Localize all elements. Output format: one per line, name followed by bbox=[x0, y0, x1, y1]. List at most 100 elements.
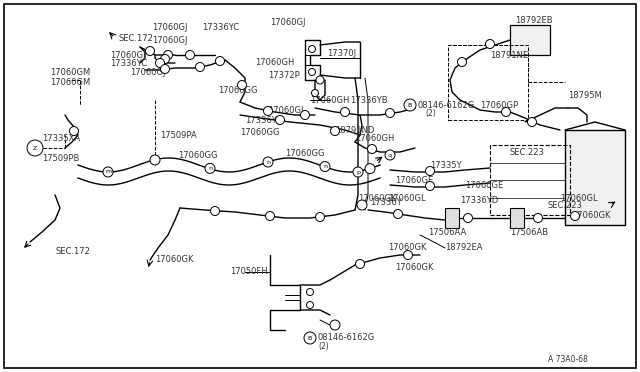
Circle shape bbox=[186, 51, 195, 60]
Circle shape bbox=[150, 155, 160, 165]
Text: 17060GK: 17060GK bbox=[388, 244, 426, 253]
Text: SEC.223: SEC.223 bbox=[510, 148, 545, 157]
Bar bbox=[448, 45, 528, 120]
Text: 17060GH: 17060GH bbox=[255, 58, 294, 67]
Text: 17060GE: 17060GE bbox=[465, 180, 503, 189]
Circle shape bbox=[330, 320, 340, 330]
Circle shape bbox=[70, 126, 79, 135]
Text: B: B bbox=[408, 103, 412, 108]
Text: p: p bbox=[356, 170, 360, 174]
Text: 17060GG: 17060GG bbox=[218, 86, 257, 94]
Text: 17060GJ: 17060GJ bbox=[110, 51, 145, 60]
Circle shape bbox=[216, 57, 225, 65]
Text: 17506AA: 17506AA bbox=[428, 228, 467, 237]
Text: 17372P: 17372P bbox=[268, 71, 300, 80]
Circle shape bbox=[320, 161, 330, 171]
Bar bbox=[510, 25, 550, 55]
Circle shape bbox=[527, 118, 536, 126]
Circle shape bbox=[263, 157, 273, 167]
Circle shape bbox=[357, 200, 367, 210]
Circle shape bbox=[301, 110, 310, 119]
Text: q: q bbox=[388, 153, 392, 157]
Circle shape bbox=[308, 68, 316, 76]
Circle shape bbox=[145, 46, 154, 55]
Text: 17060GG: 17060GG bbox=[240, 128, 280, 137]
Text: 17060GH: 17060GH bbox=[355, 134, 394, 142]
Circle shape bbox=[365, 164, 375, 174]
Text: A 73A0-68: A 73A0-68 bbox=[548, 356, 588, 365]
Text: B: B bbox=[308, 336, 312, 340]
Text: n: n bbox=[266, 160, 270, 164]
Circle shape bbox=[426, 182, 435, 190]
Bar bbox=[445, 208, 459, 228]
Text: 18791NE: 18791NE bbox=[490, 51, 528, 60]
Circle shape bbox=[486, 39, 495, 48]
Circle shape bbox=[307, 289, 314, 295]
Text: 17060GK: 17060GK bbox=[572, 211, 611, 219]
Circle shape bbox=[307, 301, 314, 308]
Text: 18791ND: 18791ND bbox=[335, 125, 374, 135]
Text: 17060GJ: 17060GJ bbox=[152, 35, 188, 45]
Text: 17336Y: 17336Y bbox=[370, 198, 402, 206]
Text: 17506AB: 17506AB bbox=[510, 228, 548, 237]
Circle shape bbox=[275, 115, 285, 125]
Circle shape bbox=[205, 163, 215, 173]
Text: 17060GM: 17060GM bbox=[50, 67, 90, 77]
Circle shape bbox=[394, 209, 403, 218]
Circle shape bbox=[156, 58, 164, 67]
Text: 18795M: 18795M bbox=[568, 90, 602, 99]
Circle shape bbox=[161, 64, 170, 74]
Text: 17370J: 17370J bbox=[327, 48, 356, 58]
Text: 17050FH: 17050FH bbox=[230, 267, 268, 276]
Circle shape bbox=[463, 214, 472, 222]
Text: 17060GH: 17060GH bbox=[310, 96, 349, 105]
Text: n: n bbox=[208, 166, 212, 171]
Text: 17060GE: 17060GE bbox=[395, 176, 433, 185]
Circle shape bbox=[316, 76, 324, 84]
Text: n: n bbox=[323, 164, 327, 169]
Text: 17336YC: 17336YC bbox=[202, 22, 239, 32]
Text: 17336YC: 17336YC bbox=[110, 58, 147, 67]
Text: 18792EA: 18792EA bbox=[445, 244, 483, 253]
Bar bbox=[490, 145, 570, 215]
Circle shape bbox=[570, 212, 579, 221]
Circle shape bbox=[330, 126, 339, 135]
Text: 17060GL: 17060GL bbox=[388, 193, 426, 202]
Text: 17335XA: 17335XA bbox=[42, 134, 80, 142]
Text: 08146-6162G: 08146-6162G bbox=[418, 100, 476, 109]
Text: 17060GL: 17060GL bbox=[560, 193, 598, 202]
Text: 18792EB: 18792EB bbox=[515, 16, 552, 25]
Circle shape bbox=[195, 62, 205, 71]
Text: 17509PA: 17509PA bbox=[160, 131, 196, 140]
Text: 17060GJ: 17060GJ bbox=[152, 22, 188, 32]
Circle shape bbox=[355, 260, 365, 269]
Text: 17060GJ: 17060GJ bbox=[270, 17, 305, 26]
Text: Z: Z bbox=[33, 145, 37, 151]
Text: 17336YD: 17336YD bbox=[460, 196, 499, 205]
Text: m: m bbox=[105, 170, 111, 174]
Circle shape bbox=[308, 45, 316, 52]
Text: 08146-6162G: 08146-6162G bbox=[318, 334, 375, 343]
Circle shape bbox=[426, 167, 435, 176]
Circle shape bbox=[266, 212, 275, 221]
Text: 17336YA: 17336YA bbox=[245, 115, 282, 125]
Text: SEC.223: SEC.223 bbox=[548, 201, 583, 209]
Circle shape bbox=[385, 109, 394, 118]
Text: (2): (2) bbox=[318, 341, 329, 350]
Text: SEC.172: SEC.172 bbox=[55, 247, 90, 257]
Circle shape bbox=[340, 108, 349, 116]
Bar bbox=[565, 130, 625, 225]
Circle shape bbox=[27, 140, 43, 156]
Circle shape bbox=[404, 99, 416, 111]
Circle shape bbox=[103, 167, 113, 177]
Circle shape bbox=[353, 167, 363, 177]
Circle shape bbox=[312, 90, 319, 96]
Circle shape bbox=[316, 212, 324, 221]
Circle shape bbox=[367, 144, 376, 154]
Text: 17060GJ: 17060GJ bbox=[130, 67, 166, 77]
Text: -: - bbox=[45, 145, 47, 151]
Text: 17060GG: 17060GG bbox=[178, 151, 218, 160]
Text: 17335Y: 17335Y bbox=[430, 160, 461, 170]
Text: 17509PB: 17509PB bbox=[42, 154, 79, 163]
Circle shape bbox=[403, 250, 413, 260]
